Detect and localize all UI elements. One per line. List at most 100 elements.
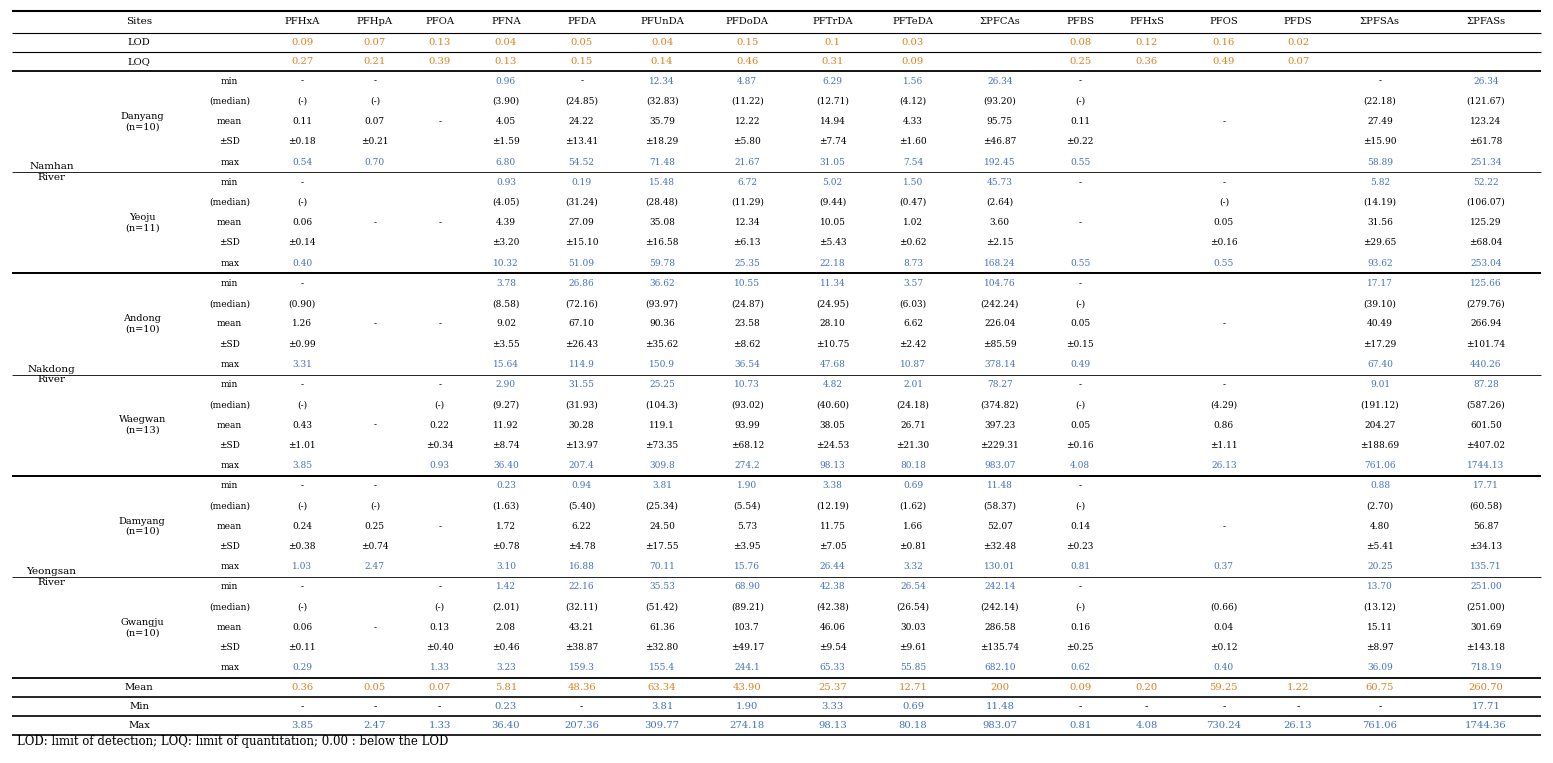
Text: 1.42: 1.42 bbox=[495, 582, 516, 591]
Text: (2.70): (2.70) bbox=[1367, 501, 1393, 510]
Text: (3.90): (3.90) bbox=[492, 97, 519, 106]
Text: 0.93: 0.93 bbox=[495, 178, 516, 187]
Text: 26.44: 26.44 bbox=[820, 562, 845, 571]
Text: 3.85: 3.85 bbox=[292, 721, 314, 730]
Text: 35.79: 35.79 bbox=[649, 117, 676, 126]
Text: 0.14: 0.14 bbox=[651, 57, 674, 66]
Text: 3.78: 3.78 bbox=[495, 279, 516, 288]
Text: 274.2: 274.2 bbox=[735, 461, 759, 470]
Text: 682.10: 682.10 bbox=[985, 663, 1016, 672]
Text: 1.90: 1.90 bbox=[738, 481, 758, 491]
Text: (104.3): (104.3) bbox=[646, 401, 679, 410]
Text: 150.9: 150.9 bbox=[649, 360, 676, 369]
Text: ±229.31: ±229.31 bbox=[980, 441, 1019, 450]
Text: 155.4: 155.4 bbox=[649, 663, 676, 672]
Text: 1.22: 1.22 bbox=[1287, 683, 1309, 692]
Text: 226.04: 226.04 bbox=[985, 320, 1016, 328]
Text: 0.05: 0.05 bbox=[1214, 218, 1235, 227]
Text: -: - bbox=[1222, 702, 1225, 711]
Text: (4.05): (4.05) bbox=[492, 198, 520, 207]
Text: 17.71: 17.71 bbox=[1472, 481, 1499, 491]
Text: 0.81: 0.81 bbox=[1070, 562, 1090, 571]
Text: 5.73: 5.73 bbox=[738, 522, 758, 531]
Text: 16.88: 16.88 bbox=[568, 562, 595, 571]
Text: ±0.25: ±0.25 bbox=[1067, 643, 1093, 652]
Text: ±10.75: ±10.75 bbox=[815, 340, 849, 349]
Text: ±35.62: ±35.62 bbox=[646, 340, 679, 349]
Text: (-): (-) bbox=[1075, 501, 1086, 510]
Text: 24.50: 24.50 bbox=[649, 522, 676, 531]
Text: 43.21: 43.21 bbox=[568, 623, 595, 632]
Text: LOD: limit of detection; LOQ: limit of quantitation; 0.00 : below the LOD: LOD: limit of detection; LOQ: limit of q… bbox=[17, 735, 449, 748]
Text: 1.33: 1.33 bbox=[430, 663, 449, 672]
Text: ±3.55: ±3.55 bbox=[492, 340, 520, 349]
Text: max: max bbox=[221, 259, 239, 268]
Text: ±21.30: ±21.30 bbox=[896, 441, 930, 450]
Text: PFOS: PFOS bbox=[1210, 18, 1238, 27]
Text: (32.11): (32.11) bbox=[565, 603, 598, 612]
Text: 4.08: 4.08 bbox=[1135, 721, 1157, 730]
Text: -: - bbox=[1079, 76, 1082, 85]
Text: 24.22: 24.22 bbox=[568, 117, 595, 126]
Text: 13.70: 13.70 bbox=[1367, 582, 1393, 591]
Text: 378.14: 378.14 bbox=[985, 360, 1016, 369]
Text: -: - bbox=[1145, 702, 1148, 711]
Text: 0.06: 0.06 bbox=[292, 623, 312, 632]
Text: 0.07: 0.07 bbox=[1287, 57, 1309, 66]
Text: 4.39: 4.39 bbox=[495, 218, 516, 227]
Text: -: - bbox=[301, 380, 304, 389]
Text: max: max bbox=[221, 461, 239, 470]
Text: 59.25: 59.25 bbox=[1210, 683, 1238, 692]
Text: 6.80: 6.80 bbox=[495, 157, 516, 166]
Text: -: - bbox=[301, 178, 304, 187]
Text: 204.27: 204.27 bbox=[1365, 420, 1396, 430]
Text: max: max bbox=[221, 663, 239, 672]
Text: 0.86: 0.86 bbox=[1214, 420, 1235, 430]
Text: ΣPFASs: ΣPFASs bbox=[1466, 18, 1505, 27]
Text: -: - bbox=[438, 380, 441, 389]
Text: 192.45: 192.45 bbox=[985, 157, 1016, 166]
Text: 0.55: 0.55 bbox=[1070, 259, 1090, 268]
Text: 27.49: 27.49 bbox=[1367, 117, 1393, 126]
Text: (-): (-) bbox=[297, 97, 307, 106]
Text: (31.93): (31.93) bbox=[565, 401, 598, 410]
Text: 0.15: 0.15 bbox=[736, 38, 758, 47]
Text: (39.10): (39.10) bbox=[1364, 299, 1396, 308]
Text: 2.47: 2.47 bbox=[365, 562, 385, 571]
Text: -: - bbox=[1222, 320, 1225, 328]
Text: 31.55: 31.55 bbox=[568, 380, 595, 389]
Text: (median): (median) bbox=[210, 299, 250, 308]
Text: 0.09: 0.09 bbox=[902, 57, 924, 66]
Text: 0.08: 0.08 bbox=[1068, 38, 1092, 47]
Text: (11.29): (11.29) bbox=[731, 198, 764, 207]
Text: 0.07: 0.07 bbox=[429, 683, 450, 692]
Text: ±7.05: ±7.05 bbox=[818, 542, 846, 551]
Text: Danyang
(n=10): Danyang (n=10) bbox=[121, 112, 165, 131]
Text: 11.34: 11.34 bbox=[820, 279, 845, 288]
Text: 71.48: 71.48 bbox=[649, 157, 676, 166]
Text: 93.99: 93.99 bbox=[735, 420, 759, 430]
Text: -: - bbox=[1079, 218, 1082, 227]
Text: (121.67): (121.67) bbox=[1466, 97, 1505, 106]
Text: Gwangju
(n=10): Gwangju (n=10) bbox=[120, 618, 165, 637]
Text: 7.54: 7.54 bbox=[902, 157, 922, 166]
Text: 0.94: 0.94 bbox=[572, 481, 592, 491]
Text: ±0.21: ±0.21 bbox=[362, 137, 388, 146]
Text: 11.48: 11.48 bbox=[985, 702, 1014, 711]
Text: (median): (median) bbox=[210, 97, 250, 106]
Text: (31.24): (31.24) bbox=[565, 198, 598, 207]
Text: ±SD: ±SD bbox=[219, 643, 241, 652]
Text: 0.04: 0.04 bbox=[1214, 623, 1235, 632]
Text: 0.06: 0.06 bbox=[292, 218, 312, 227]
Text: 10.32: 10.32 bbox=[492, 259, 519, 268]
Text: -: - bbox=[301, 582, 304, 591]
Text: (42.38): (42.38) bbox=[817, 603, 849, 612]
Text: ±32.80: ±32.80 bbox=[646, 643, 679, 652]
Text: 52.22: 52.22 bbox=[1472, 178, 1499, 187]
Text: 1.50: 1.50 bbox=[902, 178, 922, 187]
Text: 20.25: 20.25 bbox=[1367, 562, 1393, 571]
Text: -: - bbox=[373, 420, 376, 430]
Text: ±17.55: ±17.55 bbox=[646, 542, 679, 551]
Text: ±5.41: ±5.41 bbox=[1367, 542, 1395, 551]
Text: (8.58): (8.58) bbox=[492, 299, 520, 308]
